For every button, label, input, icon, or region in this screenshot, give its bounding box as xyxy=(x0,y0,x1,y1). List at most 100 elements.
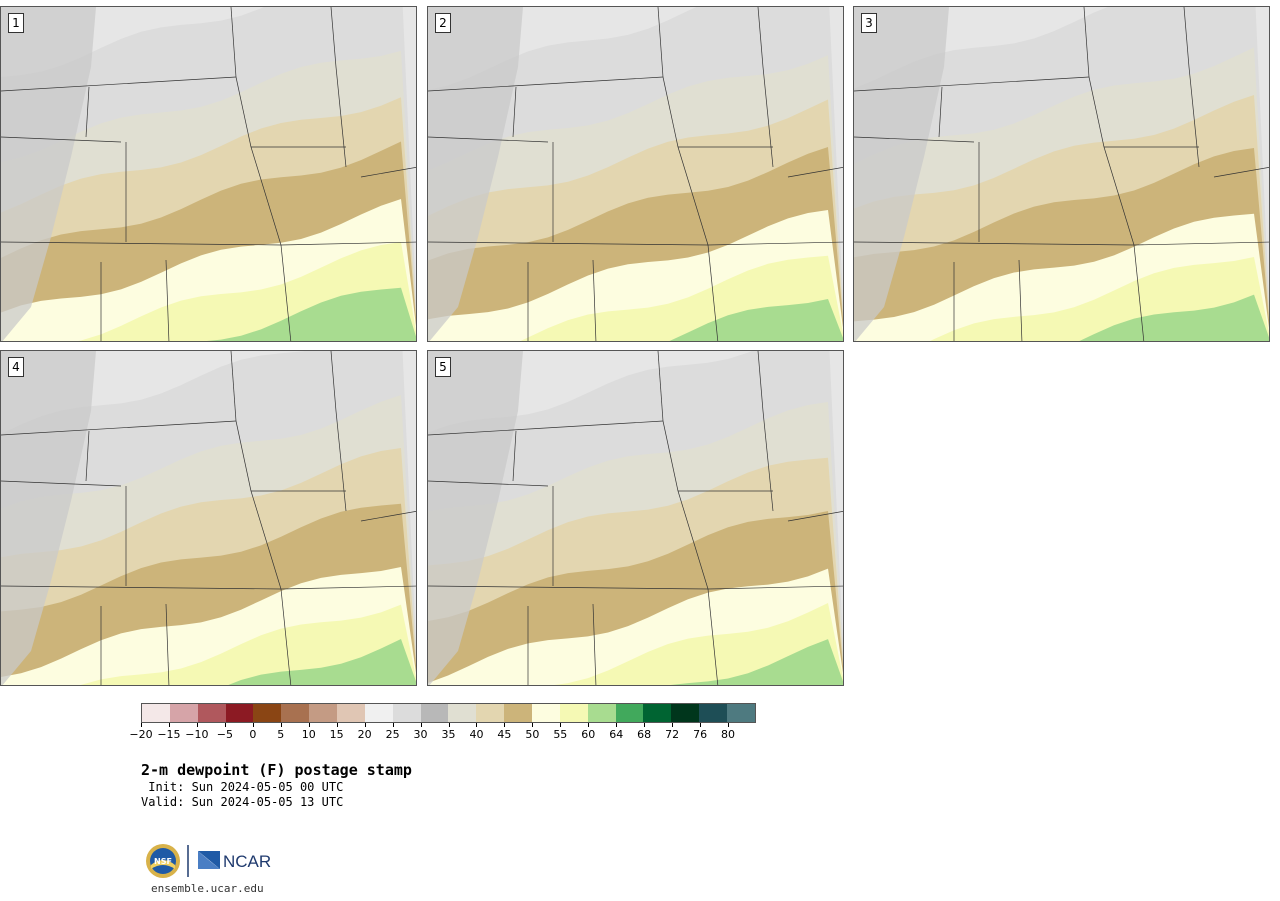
colorbar-swatch xyxy=(253,704,282,722)
state-boundary xyxy=(428,136,549,143)
colorbar-swatch xyxy=(309,704,338,722)
terrain-shading xyxy=(854,7,949,341)
colorbar-tick-mark xyxy=(448,723,450,727)
colorbar-tick-label: −20 xyxy=(129,728,153,741)
product-title: 2-m dewpoint (F) postage stamp xyxy=(141,761,412,779)
colorbar-tick-mark xyxy=(224,723,226,727)
colorbar-tick-label: 0 xyxy=(249,728,257,741)
state-boundary xyxy=(230,351,237,422)
state-boundary xyxy=(428,76,664,92)
state-boundary xyxy=(1,136,122,143)
state-boundary xyxy=(280,244,292,341)
state-boundary xyxy=(787,166,843,178)
state-boundary xyxy=(1103,146,1135,246)
map-panel-1: 1 xyxy=(0,6,417,342)
state-boundary xyxy=(335,66,347,168)
map-panel-5: 5 xyxy=(427,350,844,686)
state-boundary xyxy=(854,76,1090,92)
colorbar-tick-label: 35 xyxy=(441,728,456,741)
colorbar-swatch xyxy=(225,704,254,722)
dewpoint-band xyxy=(80,604,416,685)
colorbar-swatch xyxy=(169,704,198,722)
state-boundary xyxy=(1133,244,1145,341)
state-boundary xyxy=(1188,66,1200,168)
state-boundary xyxy=(428,585,709,590)
colorbar-swatch xyxy=(532,704,560,722)
state-boundary xyxy=(757,7,764,68)
colorbar-tick-label: 10 xyxy=(301,728,316,741)
colorbar-tick-mark xyxy=(336,723,338,727)
panel-number: 5 xyxy=(435,357,451,377)
state-boundary xyxy=(512,86,517,138)
dewpoint-band xyxy=(670,639,843,685)
colorbar-tick-label: 80 xyxy=(721,728,736,741)
dewpoint-band xyxy=(206,287,416,341)
map-canvas xyxy=(428,7,843,341)
state-boundary xyxy=(235,420,252,492)
state-boundary xyxy=(1,241,282,246)
map-canvas xyxy=(854,7,1269,341)
colorbar-tick-label: 45 xyxy=(497,728,512,741)
map-canvas xyxy=(1,351,416,685)
colorbar-tick-mark xyxy=(532,723,534,727)
colorbar-swatch xyxy=(364,704,393,722)
colorbar-swatch xyxy=(142,704,170,722)
colorbar-swatch xyxy=(337,704,365,722)
state-boundary xyxy=(85,86,90,138)
state-boundary xyxy=(250,490,282,590)
state-boundary xyxy=(657,351,664,422)
colorbar-tick-label: 25 xyxy=(385,728,400,741)
terrain-shading xyxy=(1,7,96,341)
state-boundary xyxy=(854,241,1135,246)
colorbar-tick-mark xyxy=(700,723,702,727)
map-canvas xyxy=(428,351,843,685)
map-canvas xyxy=(1,7,416,341)
state-boundary xyxy=(360,166,416,178)
colorbar-tick-mark xyxy=(588,723,590,727)
colorbar-tick-mark xyxy=(364,723,366,727)
panel-number: 2 xyxy=(435,13,451,33)
colorbar-tick-label: −5 xyxy=(216,728,233,741)
colorbar-tick-mark xyxy=(420,723,422,727)
colorbar-tick-label: 20 xyxy=(357,728,372,741)
state-boundary xyxy=(757,351,764,412)
colorbar xyxy=(141,703,756,723)
colorbar-tick-mark xyxy=(308,723,310,727)
colorbar-tick-label: 68 xyxy=(637,728,652,741)
colorbar-tick-mark xyxy=(252,723,254,727)
state-boundary xyxy=(280,588,292,685)
state-boundary xyxy=(707,241,843,246)
colorbar-swatch xyxy=(559,704,588,722)
colorbar-tick-label: 40 xyxy=(469,728,484,741)
state-boundary xyxy=(1133,241,1269,246)
state-boundary xyxy=(1,76,237,92)
state-boundary xyxy=(235,76,252,148)
colorbar-tick-label: −15 xyxy=(157,728,181,741)
state-boundary xyxy=(1088,76,1105,148)
colorbar-swatch xyxy=(699,704,728,722)
state-boundary xyxy=(707,244,719,341)
state-boundary xyxy=(657,7,664,78)
state-boundary xyxy=(1213,166,1269,178)
colorbar-tick-label: 76 xyxy=(693,728,708,741)
colorbar-tick-mark xyxy=(280,723,282,727)
ncar-logo: NCAR xyxy=(198,851,271,871)
state-boundary xyxy=(1,585,282,590)
map-panel-2: 2 xyxy=(427,6,844,342)
colorbar-swatch xyxy=(448,704,477,722)
panel-number: 1 xyxy=(8,13,24,33)
state-boundary xyxy=(707,585,843,590)
state-boundary xyxy=(512,430,517,482)
colorbar-swatch xyxy=(281,704,310,722)
state-boundary xyxy=(1,480,122,487)
state-boundary xyxy=(677,490,709,590)
state-boundary xyxy=(1,420,237,436)
colorbar-tick-label: 15 xyxy=(329,728,344,741)
state-boundary xyxy=(335,410,347,512)
colorbar-tick-mark xyxy=(728,723,730,727)
colorbar-tick-mark xyxy=(616,723,618,727)
state-boundary xyxy=(165,603,170,685)
website-url[interactable]: ensemble.ucar.edu xyxy=(151,882,264,895)
state-boundary xyxy=(707,588,719,685)
colorbar-swatch xyxy=(727,704,755,722)
